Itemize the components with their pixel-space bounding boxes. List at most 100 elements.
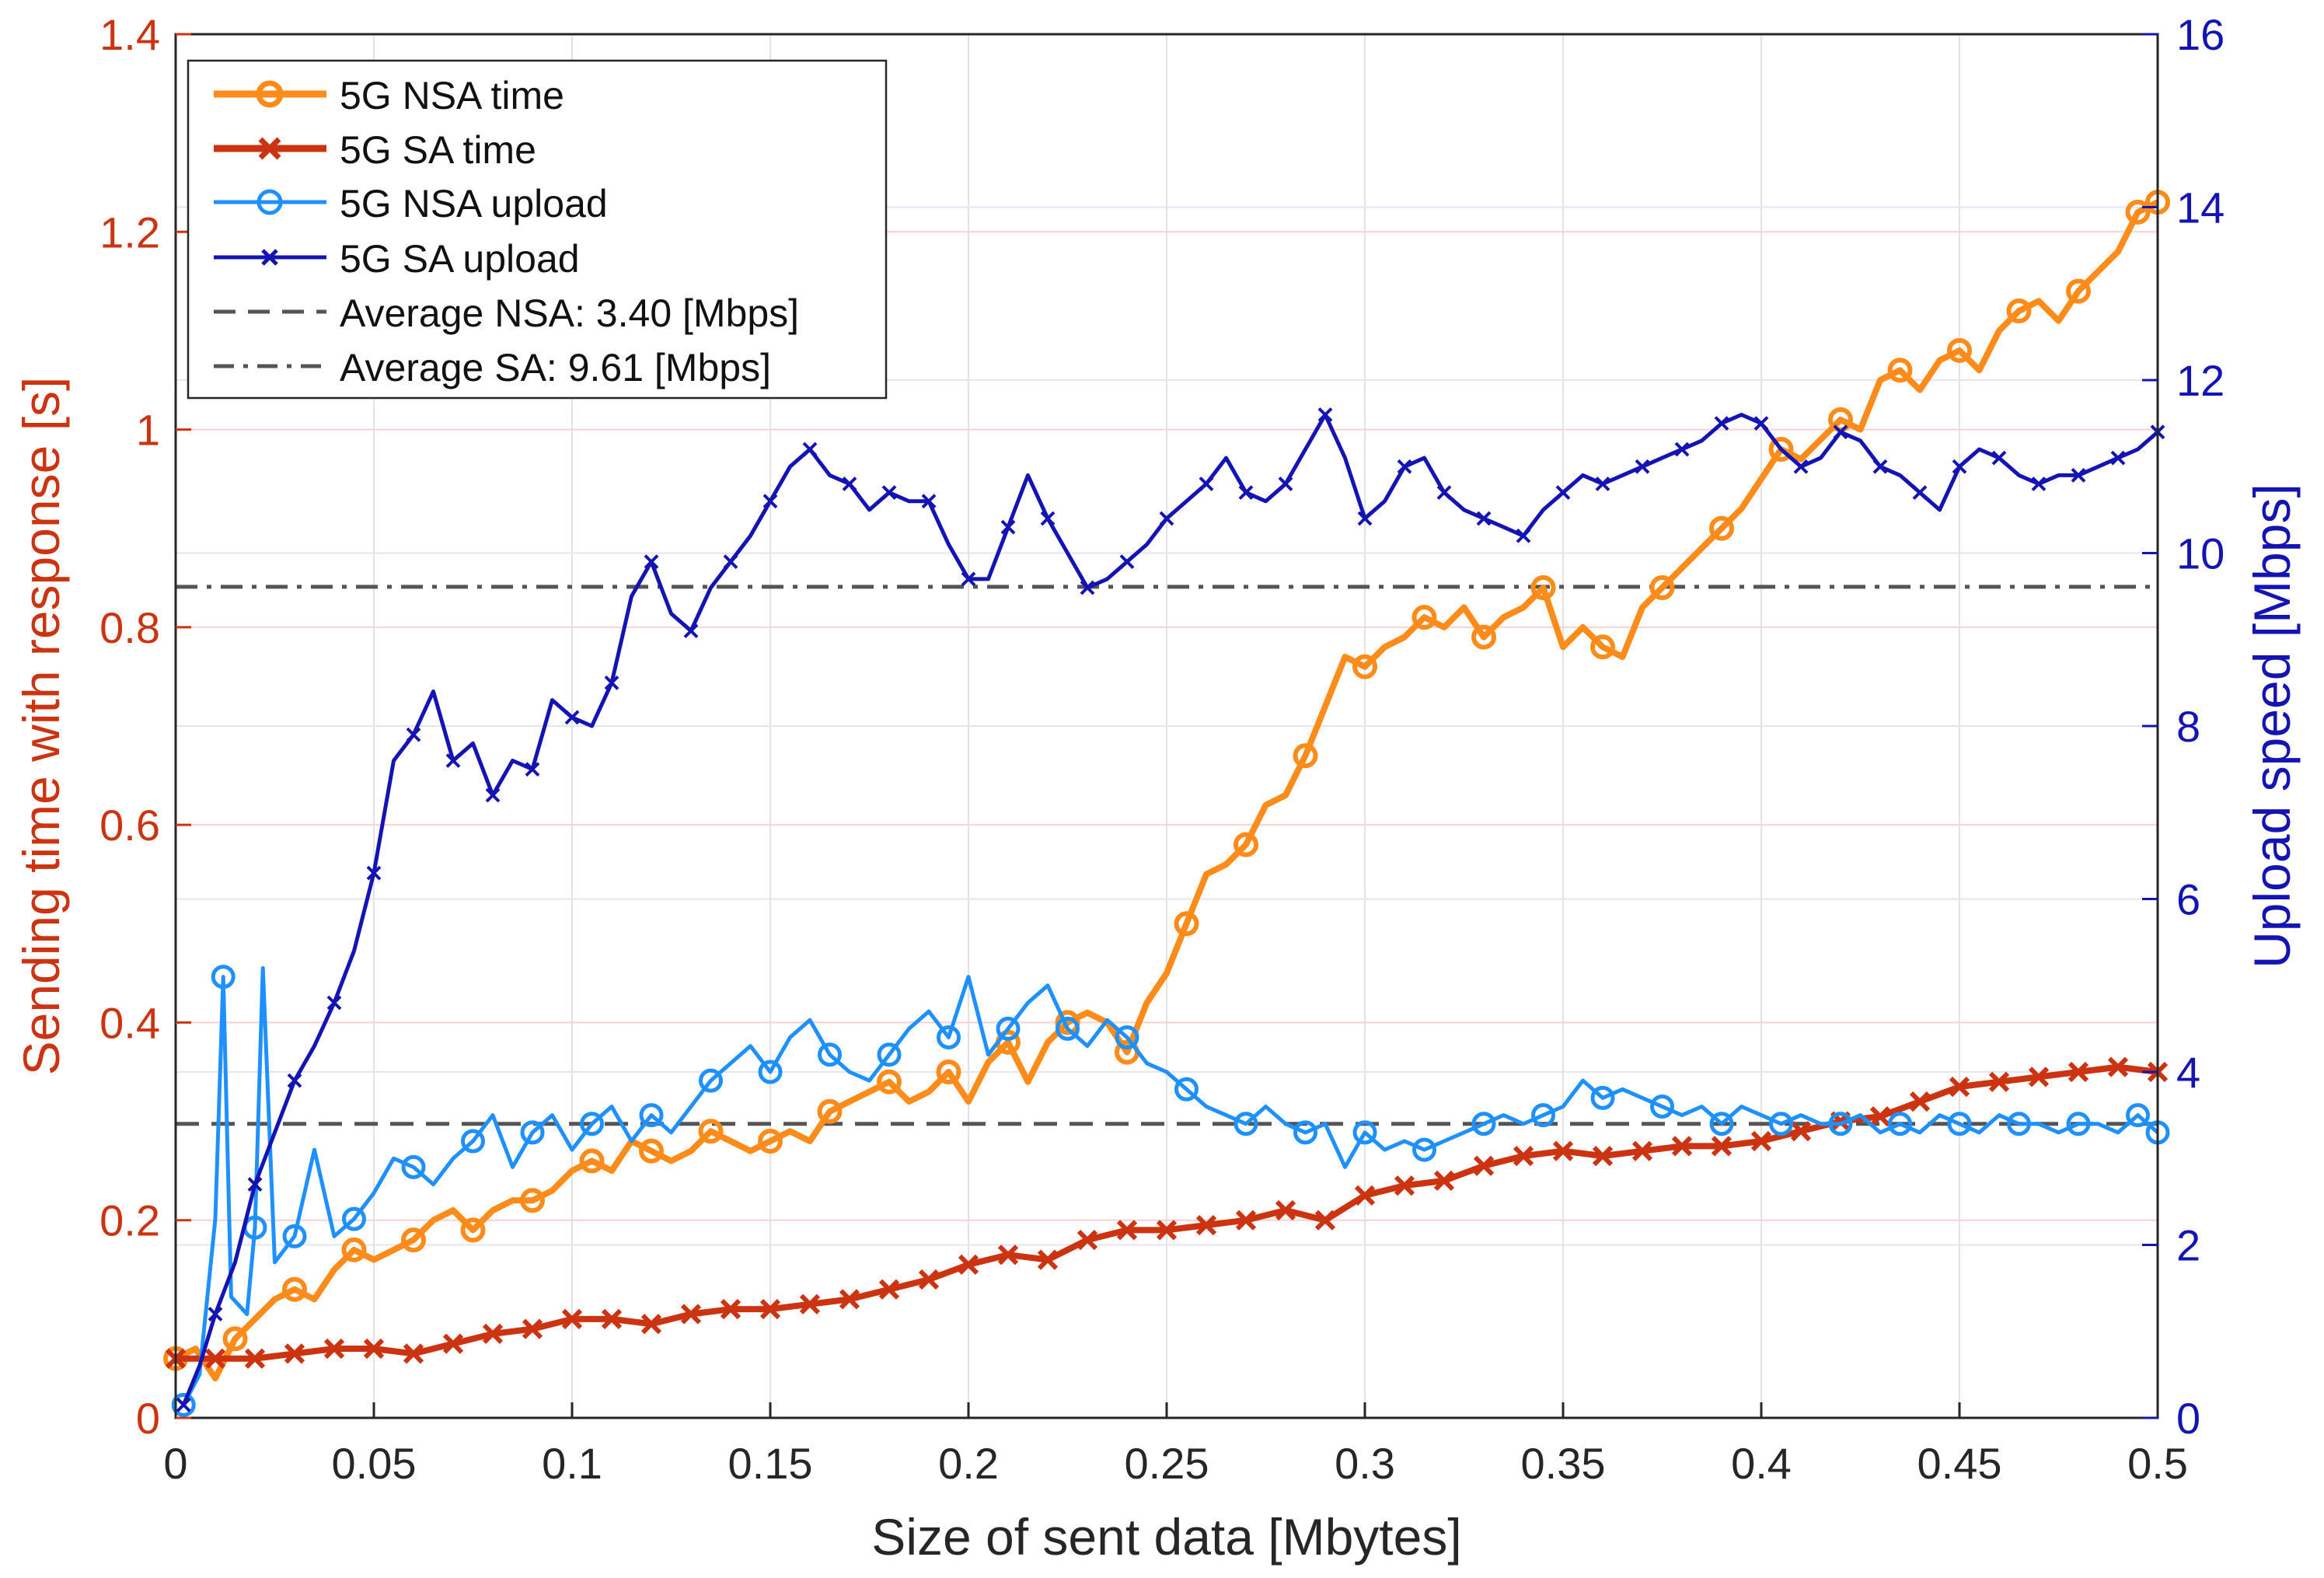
left-y-tick-label: 0 bbox=[136, 1394, 160, 1443]
data-point-sa_upload bbox=[1397, 459, 1412, 474]
data-point-nsa_upload bbox=[2126, 1103, 2150, 1128]
data-point-sa_time bbox=[680, 1304, 702, 1325]
data-point-sa_time bbox=[1592, 1145, 1614, 1167]
data-point-nsa_time bbox=[1709, 515, 1734, 541]
data-point-nsa_time bbox=[341, 1237, 367, 1262]
data-point-sa_upload bbox=[961, 571, 976, 587]
data-point-sa_upload bbox=[1238, 485, 1254, 501]
data-point-nsa_upload bbox=[1947, 1112, 1972, 1136]
data-point-sa_upload bbox=[802, 442, 818, 457]
data-point-nsa_upload bbox=[996, 1016, 1021, 1041]
data-point-sa_time bbox=[1513, 1145, 1534, 1167]
left-y-tick-label: 0.4 bbox=[99, 998, 160, 1047]
x-axis: 0 0.05 0.1 0.15 0.2 0.25 0.3 0.35 0.4 0.45 0.5 bbox=[163, 1402, 2188, 1488]
data-point-sa_upload bbox=[287, 1073, 302, 1088]
data-point-sa_time bbox=[720, 1299, 742, 1320]
data-point-sa_time bbox=[1394, 1175, 1415, 1196]
series-lines bbox=[163, 190, 2170, 1417]
data-point-sa_upload bbox=[1555, 485, 1571, 501]
data-point-nsa_time bbox=[758, 1129, 783, 1154]
x-tick-label: 0 bbox=[163, 1439, 187, 1488]
data-point-nsa_time bbox=[1947, 337, 1972, 363]
data-point-nsa_upload bbox=[1234, 1112, 1258, 1136]
data-point-sa_upload bbox=[1793, 459, 1809, 474]
data-point-nsa_upload bbox=[401, 1154, 426, 1179]
data-point-nsa_time bbox=[1352, 654, 1377, 679]
data-point-sa_upload bbox=[1714, 416, 1729, 431]
data-point-nsa_time bbox=[1590, 634, 1615, 660]
data-point-nsa_upload bbox=[1352, 1120, 1377, 1145]
data-point-nsa_time bbox=[2006, 298, 2032, 323]
data-point-sa_upload bbox=[1199, 477, 1214, 491]
data-point-nsa_upload bbox=[282, 1224, 307, 1248]
data-point-nsa_upload bbox=[758, 1060, 783, 1084]
data-point-sa_upload bbox=[644, 554, 659, 570]
data-point-nsa_upload bbox=[1293, 1120, 1317, 1145]
data-point-sa_upload bbox=[247, 1177, 263, 1192]
data-point-sa_upload bbox=[564, 710, 580, 725]
data-point-sa_time bbox=[918, 1269, 940, 1290]
data-point-sa_time bbox=[1433, 1170, 1455, 1191]
data-point-sa_upload bbox=[683, 623, 699, 639]
data-point-nsa_upload bbox=[342, 1206, 366, 1231]
series-line-nsa_time bbox=[174, 199, 2159, 1382]
data-point-sa_upload bbox=[1159, 511, 1174, 526]
data-point-sa_upload bbox=[1952, 459, 1967, 474]
left-y-axis-label: Sending time with response [s] bbox=[12, 377, 70, 1076]
data-point-sa_time bbox=[403, 1343, 424, 1364]
x-tick-label: 0.2 bbox=[938, 1439, 999, 1488]
data-point-nsa_time bbox=[698, 1119, 724, 1144]
data-point-sa_upload bbox=[1040, 511, 1056, 526]
x-tick-label: 0.15 bbox=[728, 1439, 813, 1488]
right-y-tick-label: 2 bbox=[2176, 1221, 2200, 1270]
x-tick-label: 0.3 bbox=[1335, 1439, 1395, 1488]
data-point-nsa_upload bbox=[1412, 1137, 1436, 1162]
data-point-sa_time bbox=[1750, 1130, 1772, 1152]
data-point-sa_upload bbox=[366, 865, 382, 881]
legend-entry-sa-time: 5G SA time bbox=[214, 128, 536, 172]
legend-circle-marker bbox=[256, 80, 284, 108]
data-point-sa_upload bbox=[406, 727, 421, 742]
data-point-sa_upload bbox=[1595, 477, 1610, 491]
data-point-sa_time bbox=[640, 1314, 662, 1335]
right-y-axis: 0 2 4 6 8 10 12 14 16 bbox=[2142, 10, 2225, 1443]
legend-entry-nsa-upload: 5G NSA upload bbox=[214, 182, 608, 225]
series-nsa_upload bbox=[171, 965, 2170, 1417]
data-point-sa_upload bbox=[176, 1397, 191, 1412]
legend-label-average-nsa: Average NSA: 3.40 [Mbps] bbox=[340, 292, 799, 335]
data-point-sa_upload bbox=[208, 1307, 223, 1321]
data-point-nsa_time bbox=[1174, 911, 1199, 937]
data-point-nsa_upload bbox=[2007, 1112, 2031, 1136]
data-point-sa_upload bbox=[1872, 459, 1888, 474]
left-y-tick-label: 0.8 bbox=[99, 603, 160, 652]
data-point-sa_time bbox=[997, 1245, 1019, 1266]
data-point-sa_time bbox=[284, 1343, 305, 1364]
data-point-sa_upload bbox=[1516, 528, 1531, 543]
data-point-nsa_upload bbox=[171, 1392, 196, 1417]
right-y-tick-label: 16 bbox=[2176, 10, 2225, 59]
data-point-sa_upload bbox=[1080, 580, 1095, 595]
right-y-tick-label: 6 bbox=[2176, 875, 2200, 924]
data-point-nsa_time bbox=[579, 1148, 605, 1174]
data-point-sa_time bbox=[1790, 1121, 1812, 1142]
series-nsa_time bbox=[163, 190, 2170, 1382]
data-point-sa_upload bbox=[1674, 442, 1690, 457]
legend-box bbox=[187, 59, 888, 400]
left-y-tick-label: 1 bbox=[136, 406, 160, 455]
data-point-sa_time bbox=[561, 1308, 583, 1329]
legend-label-average-sa: Average SA: 9.61 [Mbps] bbox=[340, 346, 771, 389]
x-tick-label: 0.5 bbox=[2127, 1439, 2188, 1488]
x-tick-label: 0.4 bbox=[1731, 1439, 1792, 1488]
data-point-nsa_time bbox=[1471, 624, 1496, 650]
legend-label-nsa-upload: 5G NSA upload bbox=[340, 182, 608, 225]
data-point-nsa_upload bbox=[1174, 1077, 1199, 1101]
data-point-sa_time bbox=[2107, 1056, 2129, 1077]
data-point-sa_upload bbox=[723, 554, 738, 570]
series-line-nsa_upload bbox=[181, 966, 2159, 1406]
data-point-nsa_time bbox=[2066, 278, 2091, 304]
data-point-nsa_upload bbox=[1888, 1112, 1912, 1136]
x-tick-label: 0.05 bbox=[332, 1439, 417, 1488]
data-point-sa_time bbox=[1909, 1091, 1931, 1112]
data-point-nsa_time bbox=[460, 1217, 486, 1243]
data-point-nsa_upload bbox=[877, 1042, 902, 1067]
